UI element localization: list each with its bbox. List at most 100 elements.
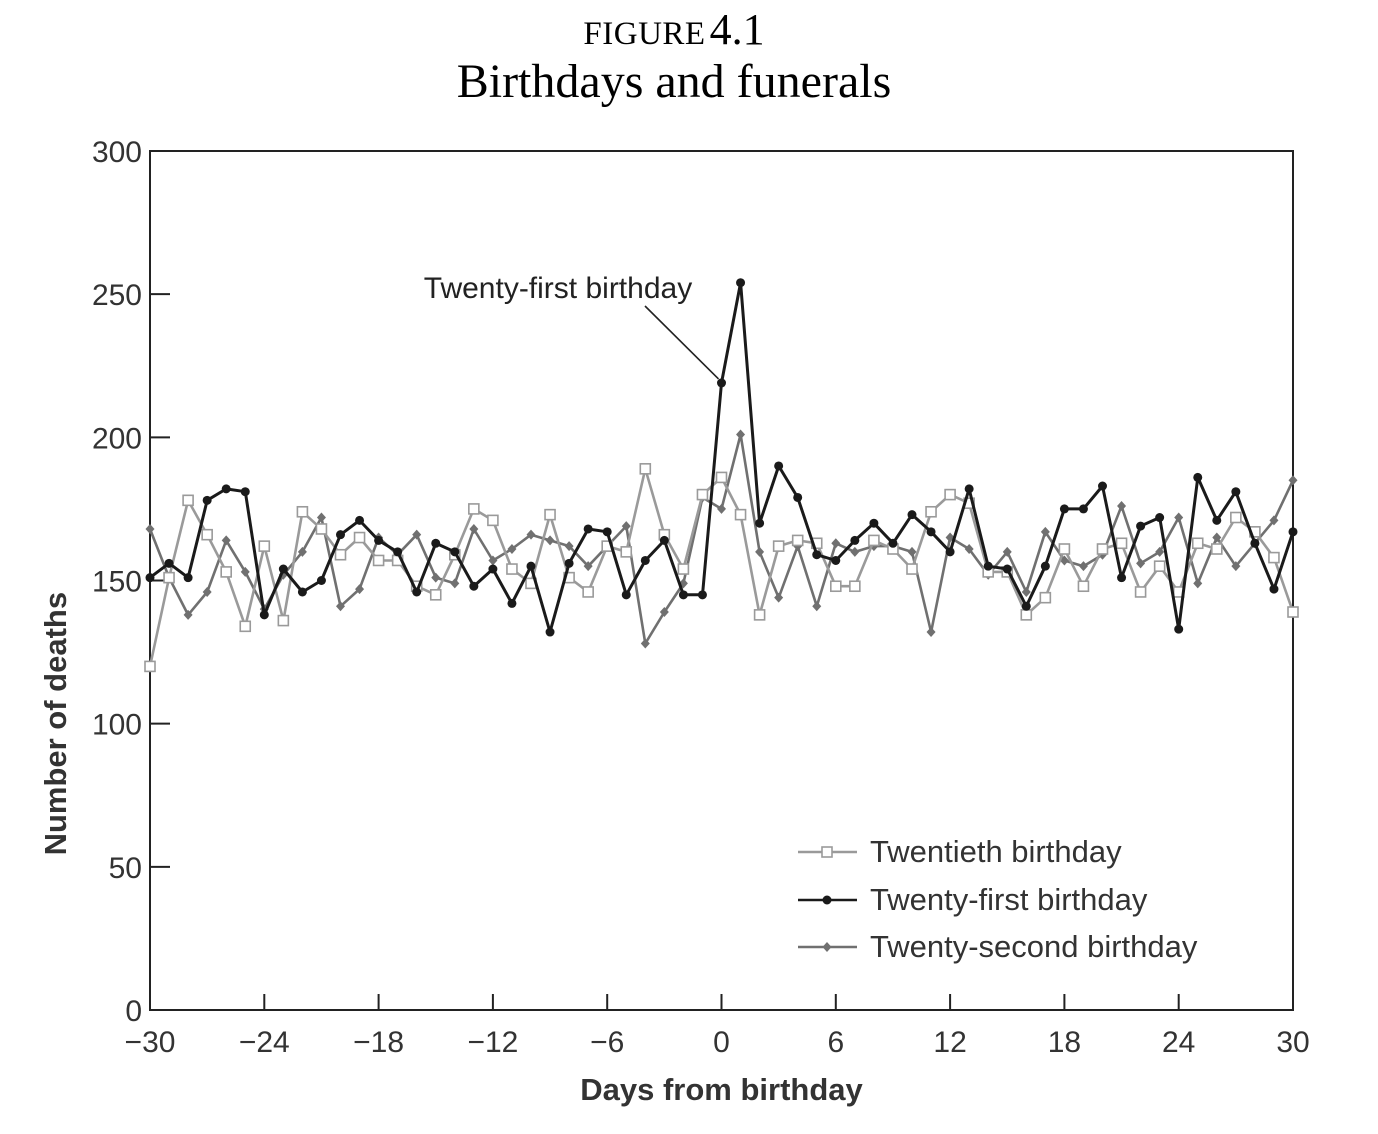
legend-item: Twenty-second birthday xyxy=(798,929,1198,964)
data-point xyxy=(983,561,993,571)
data-point xyxy=(1268,551,1280,564)
x-tick-label: 0 xyxy=(713,1026,730,1059)
data-point xyxy=(1040,526,1050,537)
legend-item: Twentieth birthday xyxy=(798,834,1122,869)
x-axis-ticks: −30 −24 −18 −12 −6 0 6 12 18 24 30 xyxy=(125,994,1310,1059)
data-point xyxy=(791,534,804,547)
data-point xyxy=(869,518,879,528)
data-point xyxy=(487,514,499,527)
legend: Twentieth birthday Twenty-first birthday T… xyxy=(798,834,1198,964)
data-point xyxy=(1098,481,1107,491)
data-point xyxy=(221,535,231,546)
data-point xyxy=(1174,624,1184,634)
x-tick-label: 24 xyxy=(1162,1026,1195,1059)
data-point xyxy=(1193,578,1203,589)
data-point xyxy=(1211,543,1223,555)
data-point xyxy=(564,541,574,552)
data-point xyxy=(831,538,841,549)
data-point xyxy=(469,581,479,591)
data-point xyxy=(888,538,898,548)
x-tick-label: −12 xyxy=(467,1026,518,1059)
data-point xyxy=(336,530,345,540)
y-tick-label: 150 xyxy=(92,566,142,599)
data-point xyxy=(316,512,326,523)
data-point xyxy=(621,590,631,600)
data-point xyxy=(544,508,556,521)
data-point xyxy=(906,563,918,575)
legend-swatch-marker xyxy=(822,895,832,905)
data-point xyxy=(1059,504,1069,514)
data-point xyxy=(926,527,936,537)
data-point xyxy=(1078,504,1088,514)
data-point xyxy=(1115,537,1128,550)
data-point xyxy=(1212,532,1222,543)
data-point xyxy=(1020,609,1033,621)
data-point xyxy=(239,620,252,633)
data-point xyxy=(620,546,633,558)
data-point xyxy=(945,547,955,557)
data-point xyxy=(602,527,612,537)
data-point xyxy=(202,495,212,505)
data-point xyxy=(907,510,917,520)
legend-item: Twenty-first birthday xyxy=(798,882,1148,917)
data-point xyxy=(278,564,288,574)
data-point xyxy=(545,627,555,637)
data-point xyxy=(640,638,650,649)
data-point xyxy=(1002,546,1012,557)
data-point xyxy=(469,523,479,534)
data-point xyxy=(925,505,937,518)
x-tick-label: 18 xyxy=(1048,1026,1081,1059)
data-point xyxy=(144,660,156,673)
figure-label: FIGURE 4.1 xyxy=(0,4,1348,55)
series-line xyxy=(148,467,1295,667)
data-point xyxy=(545,535,555,546)
data-point xyxy=(507,544,517,555)
data-point xyxy=(734,508,747,521)
x-tick-label: 6 xyxy=(827,1026,844,1059)
x-tick-label: 12 xyxy=(933,1026,966,1059)
data-point xyxy=(1136,558,1146,569)
data-point xyxy=(297,546,307,557)
data-point xyxy=(868,534,880,547)
data-point xyxy=(1269,584,1279,594)
data-point xyxy=(659,606,669,617)
data-point xyxy=(334,548,347,561)
data-point xyxy=(220,566,232,578)
data-point xyxy=(849,580,861,593)
data-point xyxy=(1191,537,1204,550)
x-tick-label: −18 xyxy=(353,1026,404,1059)
data-point xyxy=(793,492,803,502)
figure-label-number: 4.1 xyxy=(709,5,765,54)
data-point xyxy=(201,528,213,541)
data-point xyxy=(621,521,631,532)
data-point xyxy=(393,547,403,557)
data-point xyxy=(450,578,460,589)
data-point xyxy=(259,610,269,620)
data-point xyxy=(374,535,384,545)
x-axis-label: Days from birthday xyxy=(580,1072,863,1107)
data-point xyxy=(944,488,956,501)
data-point xyxy=(336,601,345,612)
data-point xyxy=(1117,501,1127,512)
annotation-text: Twenty-first birthday xyxy=(424,272,692,305)
data-point xyxy=(296,505,309,518)
data-point xyxy=(429,589,442,601)
data-point xyxy=(316,576,326,585)
data-point xyxy=(850,535,860,545)
data-point xyxy=(717,378,726,388)
data-point xyxy=(926,627,936,638)
data-point xyxy=(240,566,250,577)
data-point xyxy=(1021,601,1031,611)
legend-swatch-marker xyxy=(822,942,832,952)
data-point xyxy=(277,614,290,627)
legend-label: Twenty-second birthday xyxy=(870,929,1198,964)
data-point xyxy=(964,544,974,555)
data-point xyxy=(774,592,784,603)
data-point xyxy=(1287,606,1299,618)
data-point xyxy=(1250,538,1260,548)
data-point xyxy=(1193,472,1203,482)
data-point xyxy=(488,555,498,566)
data-point xyxy=(1040,561,1050,571)
data-point xyxy=(1117,573,1127,583)
